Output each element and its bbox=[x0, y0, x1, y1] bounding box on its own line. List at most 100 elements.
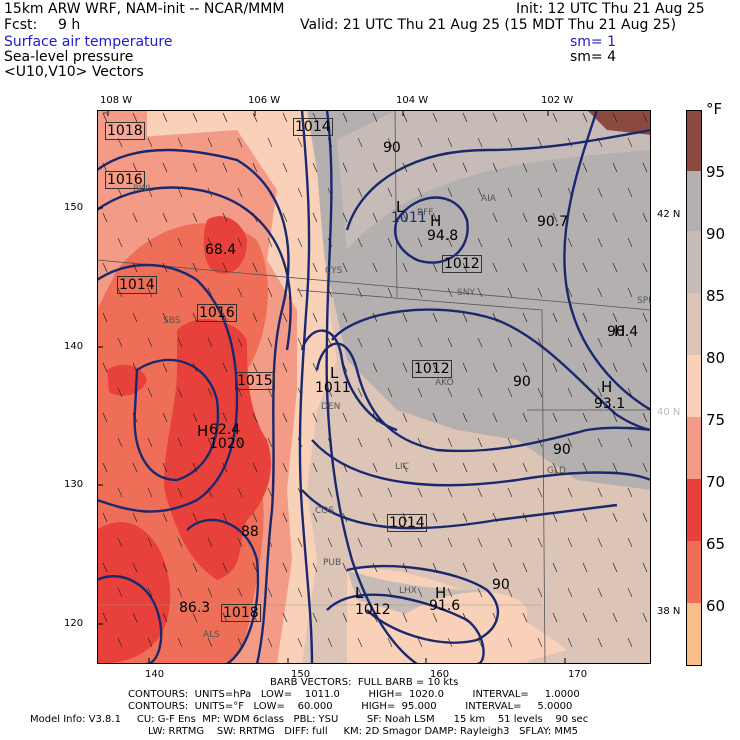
station-label: SPL bbox=[637, 296, 651, 306]
model-title: 15km ARW WRF, NAM-init -- NCAR/MMM bbox=[4, 1, 285, 17]
isobar-label: 1018 bbox=[105, 122, 145, 140]
colorbar-swatch bbox=[687, 171, 701, 231]
lat-label-42n: 42 N bbox=[657, 209, 681, 220]
colorbar-tick: 75 bbox=[706, 411, 726, 429]
field-temperature: Surface air temperature bbox=[4, 34, 173, 50]
lon-label-106w: 106 W bbox=[248, 95, 281, 106]
temperature-label: 93.1 bbox=[594, 396, 626, 412]
station-label: COS bbox=[315, 506, 335, 516]
temperature-label: 90.7 bbox=[537, 214, 569, 230]
station-label: AKO bbox=[435, 378, 454, 388]
station-label: GLD bbox=[547, 466, 566, 476]
field-pressure-smoothing: sm= 4 bbox=[570, 49, 617, 65]
high-marker: H bbox=[435, 584, 447, 602]
map-canvas bbox=[97, 110, 651, 664]
temperature-label: 90 bbox=[553, 442, 571, 458]
colorbar-swatch bbox=[687, 417, 701, 479]
field-pressure: Sea-level pressure bbox=[4, 49, 134, 65]
temperature-colorbar bbox=[686, 110, 702, 666]
isobar-label: 1015 bbox=[235, 372, 275, 390]
lat-label-40n: 40 N bbox=[657, 407, 681, 418]
grid-y-150: 150 bbox=[64, 202, 84, 213]
grid-x-140: 140 bbox=[145, 669, 165, 680]
temperature-label: 88 bbox=[241, 524, 259, 540]
isobar-label: 1012 bbox=[355, 602, 391, 618]
colorbar-swatch bbox=[687, 293, 701, 355]
init-time: Init: 12 UTC Thu 21 Aug 25 bbox=[516, 1, 705, 17]
temperature-contour-info: CONTOURS: UNITS=°F LOW= 60.000 HIGH= 95.… bbox=[128, 701, 573, 712]
colorbar-tick: 95 bbox=[706, 163, 726, 181]
map-panel: 1018 1014 1016 1014 1016 1011 1015 1011 … bbox=[97, 110, 651, 664]
station-label: DEN bbox=[321, 402, 341, 412]
lat-label-38n: 38 N bbox=[657, 606, 681, 617]
isobar-label: 1014 bbox=[387, 514, 427, 532]
colorbar-tick: 80 bbox=[706, 349, 726, 367]
high-marker: H bbox=[614, 322, 626, 340]
temperature-label: 90.4 bbox=[607, 324, 639, 340]
temperature-label: 94.8 bbox=[427, 228, 459, 244]
colorbar-tick: 70 bbox=[706, 473, 726, 491]
station-label: ALS bbox=[203, 630, 220, 640]
colorbar-tick: 90 bbox=[706, 225, 726, 243]
station-label: SBS bbox=[163, 316, 181, 326]
forecast-label: Fcst: bbox=[4, 17, 38, 33]
high-marker: H bbox=[197, 422, 209, 440]
high-marker: H bbox=[601, 378, 613, 396]
colorbar-swatch bbox=[687, 541, 701, 603]
grid-y-130: 130 bbox=[64, 479, 84, 490]
field-temperature-smoothing: sm= 1 bbox=[570, 34, 617, 50]
lon-label-104w: 104 W bbox=[396, 95, 429, 106]
colorbar-swatch bbox=[687, 111, 701, 171]
model-info-physics: LW: RRTMG SW: RRTMG DIFF: full KM: 2D Sm… bbox=[148, 726, 578, 737]
isobar-label: 1011 bbox=[391, 210, 427, 226]
grid-x-150: 150 bbox=[291, 669, 311, 680]
temperature-label: 86.3 bbox=[179, 600, 211, 616]
low-marker: L bbox=[396, 198, 405, 216]
grid-y-120: 120 bbox=[64, 618, 84, 629]
colorbar-swatch bbox=[687, 355, 701, 417]
colorbar-tick: 65 bbox=[706, 535, 726, 553]
isobar-label: 1012 bbox=[412, 360, 452, 378]
pressure-contour-info: CONTOURS: UNITS=hPa LOW= 1011.0 HIGH= 10… bbox=[128, 689, 580, 700]
isobar-label: 1014 bbox=[117, 276, 157, 294]
isobar-label: 1020 bbox=[209, 436, 245, 452]
field-vectors: <U10,V10> Vectors bbox=[4, 64, 144, 80]
lon-label-102w: 102 W bbox=[541, 95, 574, 106]
colorbar-unit: °F bbox=[706, 100, 723, 118]
isobar-label: 1014 bbox=[293, 118, 333, 136]
lon-label-108w: 108 W bbox=[100, 95, 133, 106]
model-info: Model Info: V3.8.1 CU: G-F Ens MP: WDM 6… bbox=[30, 714, 589, 725]
valid-time: Valid: 21 UTC Thu 21 Aug 25 (15 MDT Thu … bbox=[300, 17, 677, 33]
colorbar-tick: 85 bbox=[706, 287, 726, 305]
station-label: LIC bbox=[395, 462, 409, 472]
temperature-label: 91.6 bbox=[429, 598, 461, 614]
isobar-label: 1016 bbox=[197, 304, 237, 322]
colorbar-tick: 60 bbox=[706, 597, 726, 615]
temperature-label: 68.4 bbox=[205, 242, 237, 258]
station-label: RWL bbox=[133, 184, 153, 194]
isobar-label: 1018 bbox=[221, 604, 261, 622]
station-label: PUB bbox=[323, 558, 342, 568]
temperature-label: 62.4 bbox=[209, 422, 241, 438]
station-label: AIA bbox=[481, 194, 496, 204]
colorbar-swatch bbox=[687, 479, 701, 541]
temperature-label: 90 bbox=[513, 374, 531, 390]
temperature-label: 90 bbox=[492, 577, 510, 593]
isobar-label: 1011 bbox=[315, 380, 351, 396]
forecast-hour: 9 h bbox=[58, 17, 81, 33]
grid-y-140: 140 bbox=[64, 341, 84, 352]
colorbar-swatch bbox=[687, 603, 701, 665]
high-marker: H bbox=[430, 212, 442, 230]
grid-x-170: 170 bbox=[568, 669, 588, 680]
isobar-label: 1016 bbox=[105, 171, 145, 189]
colorbar-swatch bbox=[687, 231, 701, 293]
station-label: BFF bbox=[417, 208, 434, 218]
low-marker: L bbox=[355, 584, 364, 602]
low-marker: L bbox=[330, 364, 339, 382]
grid-x-160: 160 bbox=[430, 669, 450, 680]
isobar-label: 1012 bbox=[442, 255, 482, 273]
barb-vector-info: BARB VECTORS: FULL BARB = 10 kts bbox=[270, 677, 459, 688]
station-label: LHX bbox=[399, 586, 417, 596]
temperature-label: 90 bbox=[383, 140, 401, 156]
station-label: CYS bbox=[325, 266, 343, 276]
